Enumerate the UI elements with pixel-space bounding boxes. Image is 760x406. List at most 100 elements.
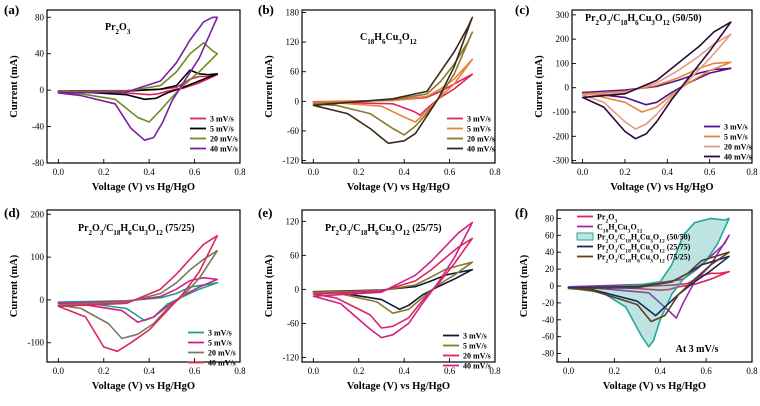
- x-tick-label: 0.6: [444, 167, 456, 177]
- legend-label: 40 mV/s: [463, 362, 491, 371]
- y-tick-label: 0: [565, 83, 570, 93]
- y-tick-label: -300: [553, 156, 570, 166]
- legend-label: 40 mV/s: [208, 359, 236, 368]
- x-tick-label: 0.2: [619, 167, 630, 177]
- y-tick-label: 0: [40, 295, 45, 305]
- x-tick-label: 0.0: [308, 366, 320, 376]
- y-tick-label: 40: [545, 247, 555, 257]
- legend-label: 3 mV/s: [724, 123, 748, 132]
- panel-c: (c) 0.0 0.2 0.4 0.6 0.8 -300 -200 -100 0 100 200 300…: [515, 2, 758, 193]
- axes-frame: [301, 9, 496, 164]
- legend-label: 5 mV/s: [463, 342, 487, 351]
- series-line-1: [312, 268, 474, 311]
- panel-letter: (f): [515, 205, 528, 220]
- axes-frame: [301, 209, 496, 363]
- panel-title: Pr2O3/C18H6Cu3O12 (25/75): [325, 223, 442, 237]
- y-tick-label: -20: [542, 298, 554, 308]
- series-line-2: [581, 61, 732, 113]
- y-tick-label: 60: [290, 67, 300, 77]
- panel-letter: (c): [515, 2, 529, 17]
- y-tick-label: -60: [287, 126, 299, 136]
- legend: 3 mV/s5 mV/s20 mV/s40 mV/s: [443, 332, 491, 371]
- x-tick-label: 0.6: [444, 366, 456, 376]
- x-tick-label: 0.8: [489, 366, 501, 376]
- panel-title: Pr2O3: [105, 22, 131, 36]
- series-line-1: [57, 73, 219, 96]
- x-axis-label: Voltage (V) vs Hg/HgO: [347, 381, 450, 392]
- panel-d: (d) 0.0 0.2 0.4 0.6 0.8 -100 0 100 200 Voltage (V)…: [4, 205, 246, 392]
- y-axis-label: Current (mA): [9, 254, 20, 317]
- y-tick-label: 200: [31, 209, 45, 219]
- x-axis-label: Voltage (V) vs Hg/HgO: [347, 182, 450, 193]
- y-tick-label: 60: [545, 230, 555, 240]
- axes-frame: [46, 209, 241, 363]
- legend: 3 mV/s5 mV/s20 mV/s40 mV/s: [704, 123, 752, 162]
- legend-label: 3 mV/s: [208, 329, 232, 338]
- y-tick-label: -40: [32, 122, 44, 132]
- series-group: [312, 221, 474, 339]
- y-tick-label: -100: [553, 107, 570, 117]
- legend-label: 3 mV/s: [210, 115, 234, 124]
- panel-title: C18H6Cu3O12: [360, 32, 417, 46]
- panel-e: (e) 0.0 0.2 0.4 0.6 0.8 -120 -60 0 60 120 Voltage (…: [258, 205, 501, 392]
- legend-label: 20 mV/s: [210, 135, 238, 144]
- series-group: [312, 16, 474, 145]
- series-line-1: [57, 282, 219, 322]
- y-tick-label: 20: [545, 264, 555, 274]
- legend-label: 3 mV/s: [463, 332, 487, 341]
- x-tick-label: 0.4: [662, 167, 674, 177]
- series-line-4: [57, 234, 219, 353]
- x-tick-label: 0.2: [609, 366, 620, 376]
- y-tick-label: 80: [545, 213, 555, 223]
- x-tick-label: 0.6: [700, 366, 712, 376]
- x-tick-label: 0.2: [353, 366, 364, 376]
- series-line-3: [312, 237, 474, 329]
- x-tick-label: 0.8: [234, 167, 246, 177]
- x-tick-label: 0.8: [234, 366, 246, 376]
- legend-label: 5 mV/s: [467, 125, 491, 134]
- x-tick-label: 0.2: [353, 167, 364, 177]
- x-tick-label: 0.0: [53, 366, 65, 376]
- x-tick-label: 0.4: [399, 366, 411, 376]
- legend-label: 20 mV/s: [208, 349, 236, 358]
- series-line-3: [312, 31, 474, 136]
- x-tick-label: 0.6: [189, 366, 201, 376]
- panel-title: Pr2O3/C18H6Cu3O12 (50/50): [585, 13, 702, 27]
- legend-label: 20 mV/s: [467, 135, 495, 144]
- y-axis-label: Current (mA): [264, 254, 275, 317]
- legend-label: Pr2O3/C18H6Cu3O12 (75/25): [597, 253, 691, 265]
- y-tick-label: 80: [35, 12, 45, 22]
- x-tick-label: 0.2: [98, 366, 109, 376]
- series-line-5: [567, 251, 730, 323]
- panel-f: (f) 0.0 0.2 0.4 0.6 0.8 -80 -60 -40 -20 0 20 40 60 80 V…: [515, 205, 758, 392]
- y-tick-label: 300: [556, 10, 570, 20]
- x-axis-label: Voltage (V) vs Hg/HgO: [92, 182, 195, 193]
- x-tick-label: 0.6: [189, 167, 201, 177]
- series-line-2: [312, 58, 474, 123]
- series-group: [567, 217, 730, 348]
- legend-label: 5 mV/s: [210, 125, 234, 134]
- y-tick-label: -200: [553, 131, 570, 141]
- y-tick-label: -120: [283, 352, 300, 362]
- series-line-1: [581, 67, 732, 106]
- x-tick-label: 0.0: [563, 366, 575, 376]
- x-axis-label: Voltage (V) vs Hg/HgO: [610, 182, 713, 193]
- panel-title: Pr2O3/C18H6Cu3O12 (75/25): [78, 223, 195, 237]
- x-tick-label: 0.4: [144, 366, 156, 376]
- x-tick-label: 0.6: [704, 167, 716, 177]
- y-axis-label: Current (mA): [534, 55, 545, 118]
- y-tick-label: 120: [286, 37, 300, 47]
- legend-label: Pr2O3/C18H6Cu3O12 (25/75): [597, 243, 691, 255]
- axes-frame: [46, 9, 241, 164]
- y-tick-label: 0: [550, 281, 555, 291]
- y-tick-label: 200: [556, 34, 570, 44]
- y-axis-label: Current (mA): [519, 254, 530, 317]
- y-axis-label: Current (mA): [264, 55, 275, 118]
- x-axis-label: Voltage (V) vs Hg/HgO: [603, 381, 706, 392]
- series-line-4: [312, 16, 474, 145]
- series-group: [57, 234, 219, 353]
- y-tick-label: 0: [40, 85, 45, 95]
- legend-label: 40 mV/s: [467, 145, 495, 154]
- x-tick-label: 0.0: [308, 167, 320, 177]
